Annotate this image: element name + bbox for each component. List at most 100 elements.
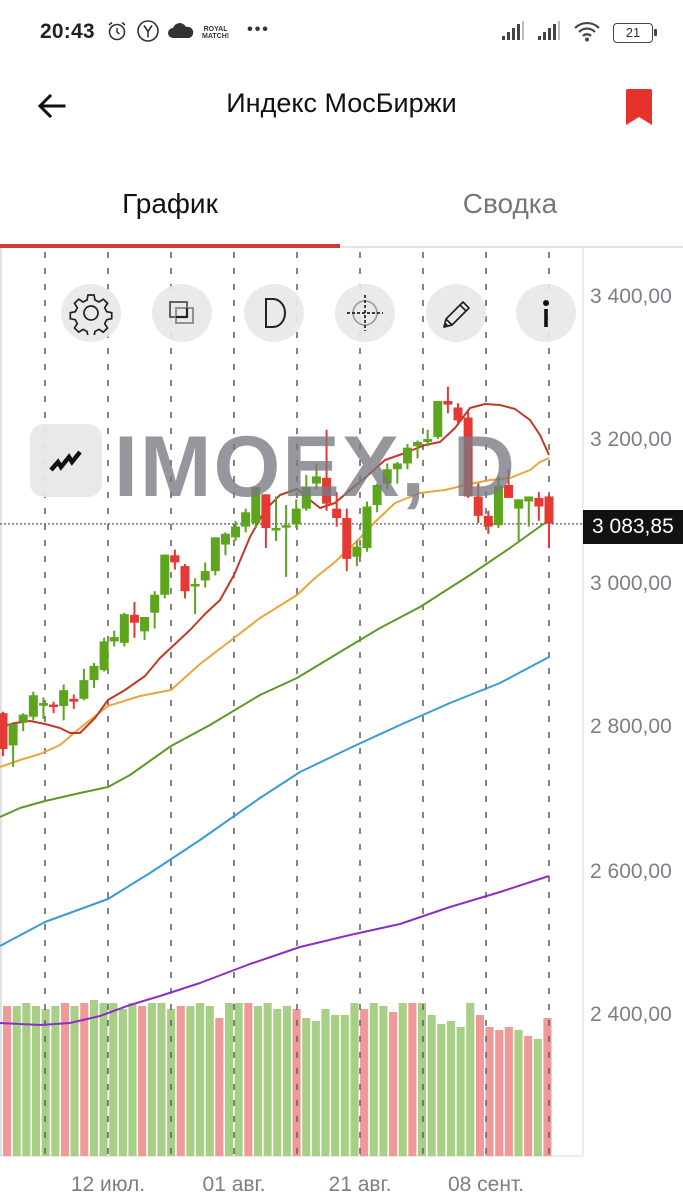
indicators-button[interactable] [30,424,102,497]
candle-body [231,526,241,538]
crosshair-button[interactable] [335,284,395,342]
candle-body [200,571,210,581]
tab-chart[interactable]: График [122,188,218,219]
candle-body [190,584,200,587]
candle-body [28,695,38,717]
y-axis-label: 3 000,00 [590,572,672,595]
candle-body [463,417,473,497]
volume-bar [99,1003,108,1156]
x-axis-label: 01 авг. [202,1173,266,1196]
x-axis-label: 08 сент. [447,1173,525,1196]
candle-body [301,487,311,509]
candle-body [342,517,352,559]
y-axis-label: 2 400,00 [590,1003,672,1026]
volume-bar [118,1009,127,1156]
candle-body [493,485,503,526]
volume-bar [3,1006,12,1156]
volume-bar [379,1006,388,1156]
candle-body [332,508,342,518]
volume-bar [225,1003,234,1156]
volume-bar [340,1015,349,1156]
volume-bar [196,1003,205,1156]
status-icons-left: ROYAL MATCH! ••• [106,19,270,48]
candle-body [180,566,190,592]
volume-bar [466,1003,475,1156]
volume-bar [456,1027,465,1156]
volume-bar [167,1009,176,1156]
volume-bar [398,1003,407,1156]
candle-body [69,698,79,702]
draw-button[interactable] [426,284,486,342]
y-axis-label: 2 600,00 [590,860,672,883]
volume-bar [514,1030,523,1156]
yandex-icon [136,19,160,48]
volume-bar [543,1018,552,1156]
info-button[interactable] [516,284,576,342]
candlestick-chart[interactable] [0,248,683,1200]
settings-button[interactable] [61,284,121,342]
candle-body [544,496,554,524]
volume-bar [331,1015,340,1156]
cloud-icon [168,22,194,45]
candle-body [89,665,99,681]
candle-body [524,496,534,502]
volume-bar [311,1021,320,1156]
volume-bar [12,1006,21,1156]
volume-bar [292,1009,301,1156]
alarm-icon [106,20,128,47]
volume-bar [282,1006,291,1156]
volume-bar [350,1003,359,1156]
volume-bar [70,1006,79,1156]
info-icon [543,300,549,327]
volume-bar [302,1018,311,1156]
candle-body [8,723,18,746]
volume-bar [157,1003,166,1156]
pencil-icon [443,301,470,328]
volume-bar [176,1006,185,1156]
volume-bar [32,1006,41,1156]
candle-body [514,499,524,509]
more-dots-icon: ••• [247,21,270,38]
candle-body [534,497,544,507]
candle-body [0,713,8,750]
candle-body [261,494,271,529]
volume-bar [495,1030,504,1156]
bookmark-button[interactable] [625,88,653,126]
volume-bar [504,1027,513,1156]
volume-bar [128,1003,137,1156]
y-axis-label: 2 800,00 [590,715,672,738]
active-tab-indicator [0,244,340,248]
candle-body [109,637,119,642]
volume-bar [234,1003,243,1156]
back-button[interactable] [32,86,72,126]
candle-body [322,477,332,504]
candle-body [402,447,412,464]
chart-area[interactable] [0,248,683,1200]
candle-body [281,525,291,528]
candle-body [49,704,59,708]
candle-body [504,484,514,498]
tab-summary[interactable]: Сводка [462,188,558,219]
battery-icon: 21 [613,23,657,43]
x-axis-label: 12 июл. [70,1173,146,1196]
candle-body [59,690,69,706]
candle-body [140,617,150,632]
candle-body [413,441,423,447]
moving-average-line [0,656,550,947]
gear-icon [69,294,113,335]
candle-body [210,537,220,572]
candle-body [483,515,493,527]
volume-bar [186,1006,195,1156]
layers-button[interactable] [152,284,212,342]
candle-body [38,703,48,706]
volume-bar [446,1021,455,1156]
match-text: MATCH! [202,33,230,40]
y-axis-label: 3 200,00 [590,428,672,451]
volume-bar [427,1015,436,1156]
volume-bar [417,1003,426,1156]
volume-bar [524,1036,533,1156]
volume-bar [253,1006,262,1156]
arrow-left-icon [37,93,66,119]
candle-body [362,506,372,549]
period-button[interactable] [244,284,304,342]
